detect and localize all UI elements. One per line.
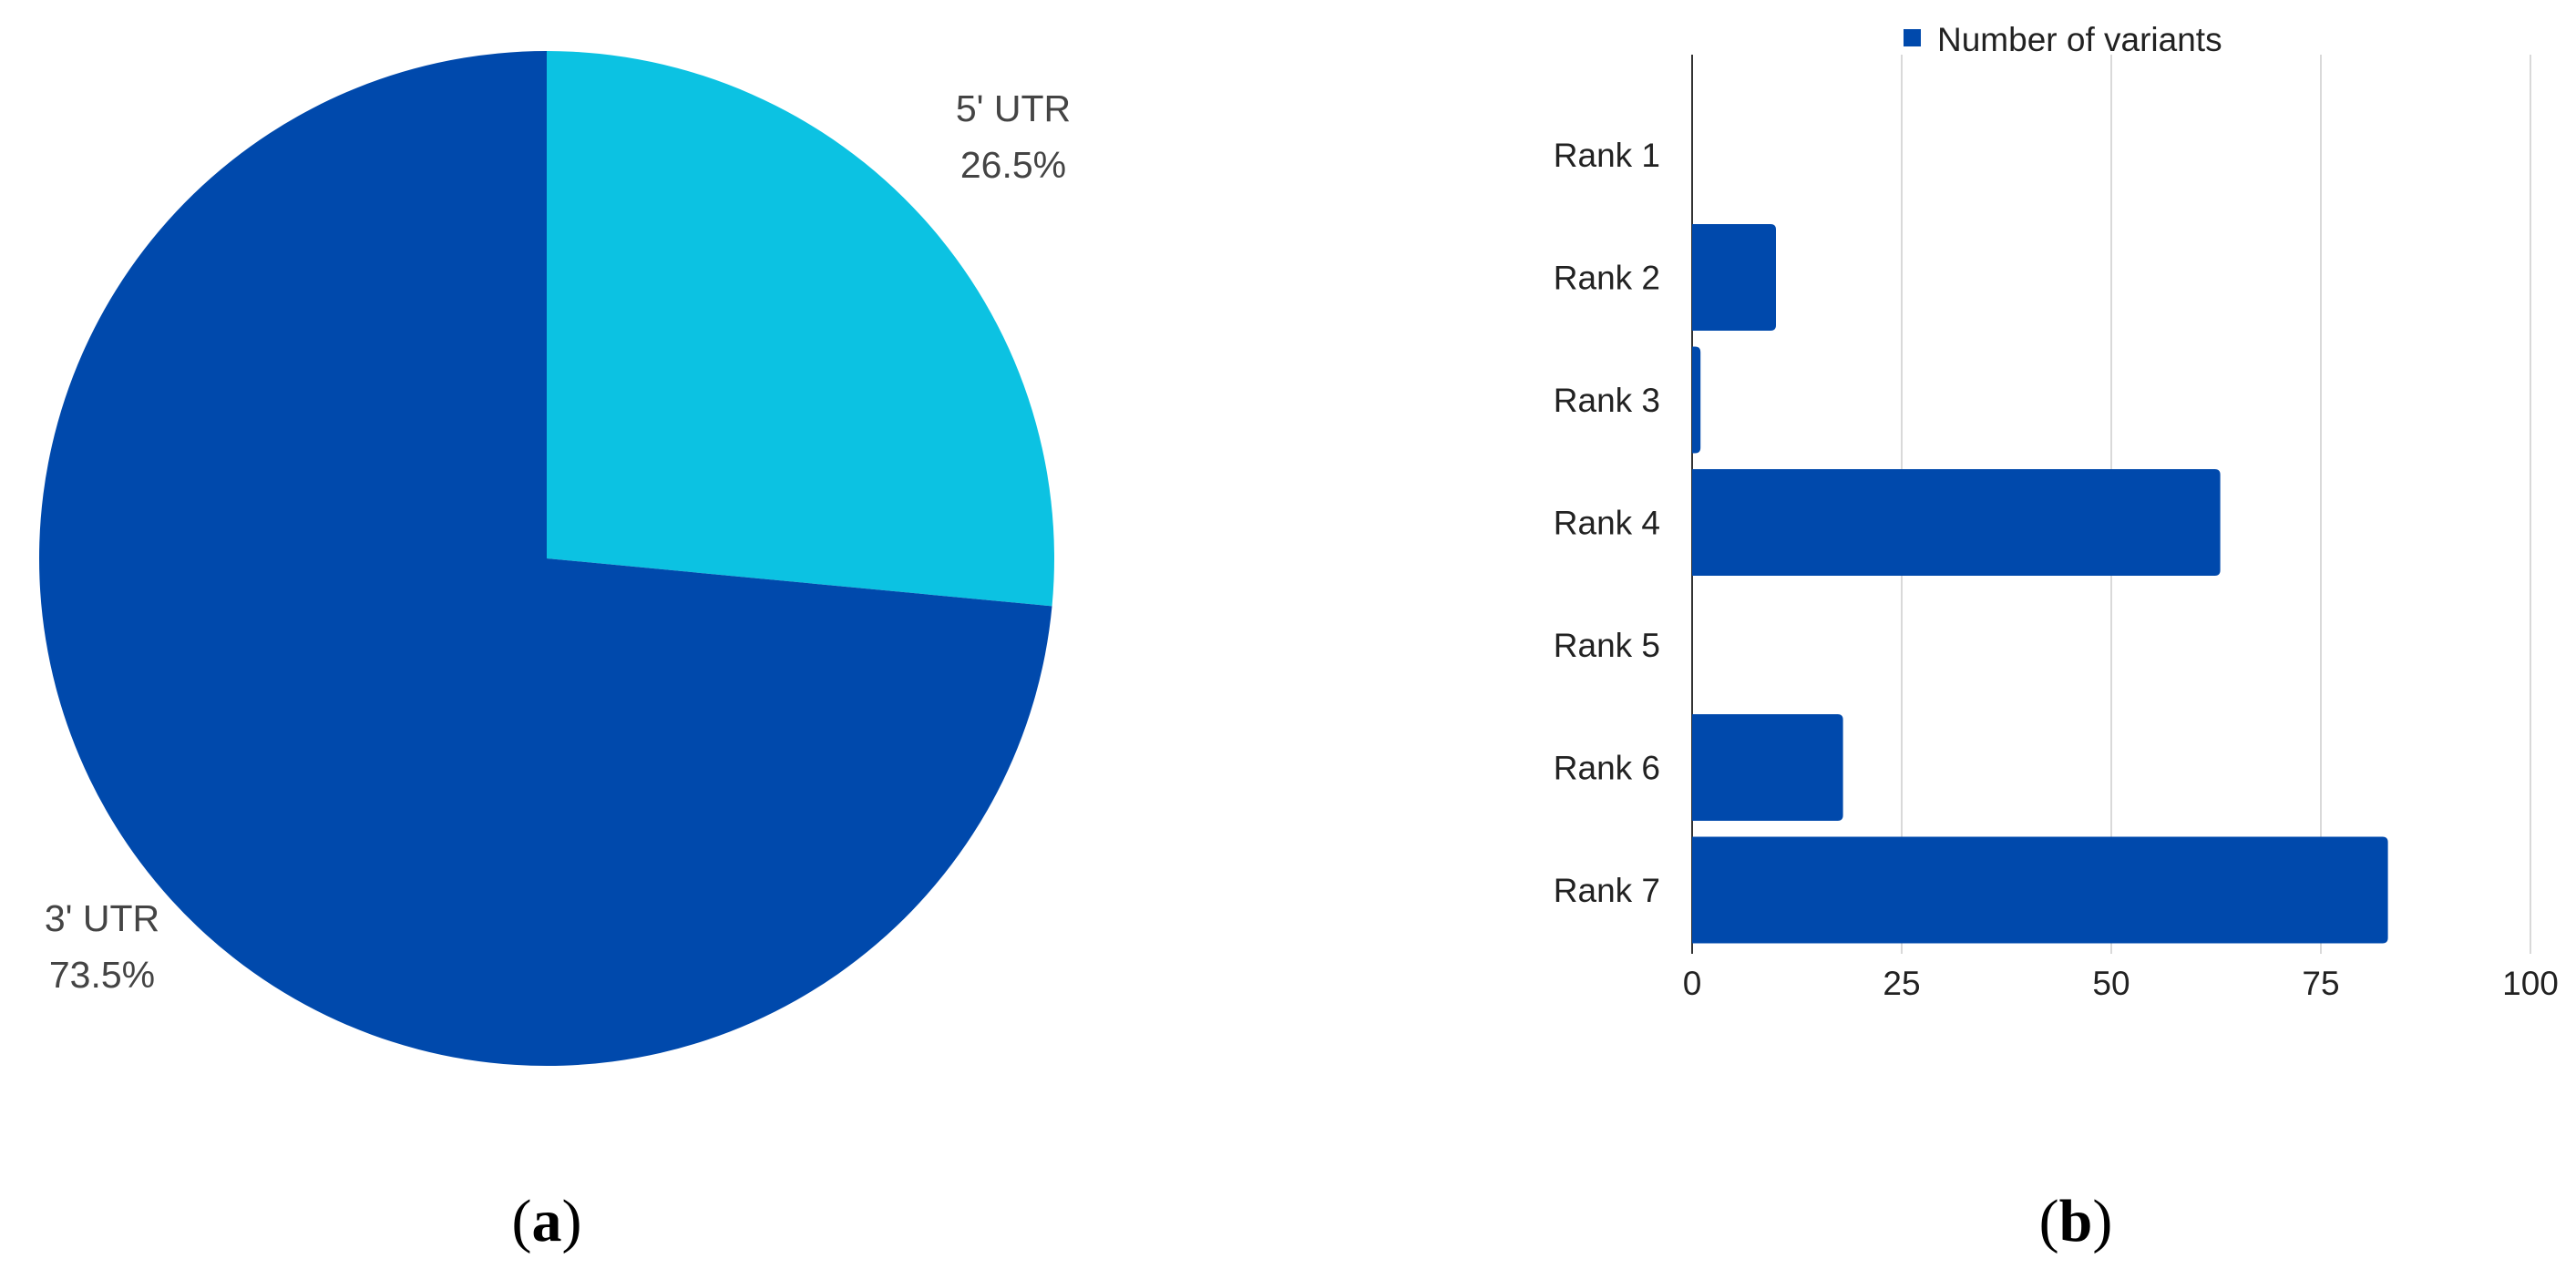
- x-tick-label: 0: [1683, 965, 1702, 1002]
- y-category-label: Rank 5: [1554, 627, 1660, 664]
- pie-chart: 5' UTR 26.5% 3' UTR 73.5%: [39, 51, 1071, 1066]
- pie-slice-label: 3' UTR: [45, 897, 159, 939]
- panel-label-b-letter: b: [2059, 1188, 2093, 1254]
- y-category-label: Rank 7: [1554, 872, 1660, 909]
- panel-label-a-open: (: [512, 1188, 532, 1254]
- panel-label-b-close: ): [2092, 1188, 2112, 1254]
- bar: [1692, 714, 1843, 821]
- pie-slice: [547, 51, 1055, 607]
- pie-slice-value-label: 26.5%: [960, 144, 1066, 186]
- x-tick-label: 50: [2092, 965, 2130, 1002]
- panel-label-a-letter: a: [532, 1188, 562, 1254]
- panel-label-b-open: (: [2039, 1188, 2059, 1254]
- y-category-label: Rank 6: [1554, 750, 1660, 787]
- panel-label-a-close: ): [562, 1188, 582, 1254]
- pie-slice-label: 5' UTR: [956, 87, 1071, 129]
- y-category-label: Rank 2: [1554, 260, 1660, 297]
- legend-label: Number of variants: [1937, 21, 2222, 58]
- bar: [1692, 224, 1776, 331]
- bar: [1692, 469, 2221, 576]
- bar-chart: Rank 1 Rank 2 Rank 3 Rank 4 Rank 5 Rank 6 Rank…: [1554, 21, 2559, 1002]
- pie-slice-value-label: 73.5%: [49, 954, 155, 996]
- x-tick-label: 75: [2302, 965, 2339, 1002]
- panel-label-b: (b): [2039, 1188, 2113, 1254]
- bar: [1692, 836, 2388, 944]
- x-tick-label: 100: [2502, 965, 2559, 1002]
- panel-label-a: (a): [512, 1188, 582, 1254]
- x-tick-label: 25: [1883, 965, 1920, 1002]
- pie-slice: [39, 51, 1052, 1066]
- legend-swatch: [1904, 29, 1921, 46]
- y-category-label: Rank 3: [1554, 382, 1660, 419]
- y-category-label: Rank 4: [1554, 505, 1660, 542]
- bar: [1692, 346, 1701, 454]
- y-category-label: Rank 1: [1554, 137, 1660, 174]
- legend: Number of variants: [1904, 21, 2222, 58]
